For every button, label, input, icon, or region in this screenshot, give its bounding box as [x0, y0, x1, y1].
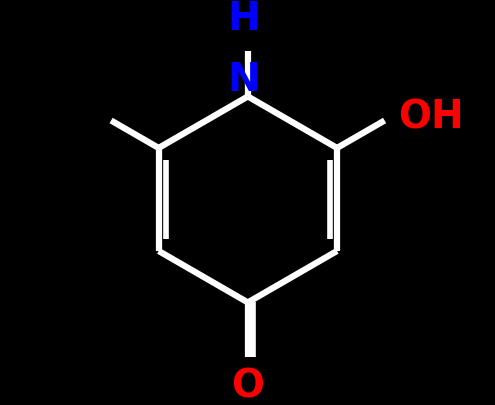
Text: H: H — [228, 0, 260, 38]
Text: N: N — [228, 61, 260, 98]
Text: OH: OH — [398, 98, 464, 136]
Text: O: O — [231, 367, 264, 405]
